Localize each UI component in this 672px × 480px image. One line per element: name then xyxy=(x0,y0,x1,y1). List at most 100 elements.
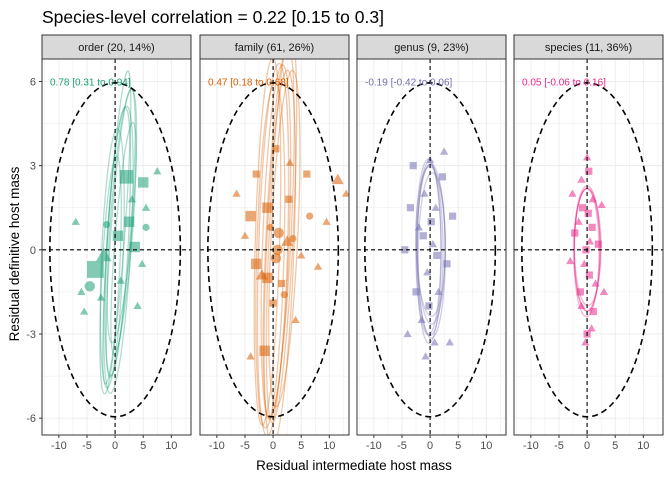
data-point-square xyxy=(262,202,273,213)
data-point-square xyxy=(401,246,409,254)
data-point-triangle xyxy=(414,223,423,231)
data-point-square xyxy=(262,272,273,284)
data-point-circle xyxy=(289,234,297,243)
data-point-triangle xyxy=(417,315,426,324)
data-point-square xyxy=(589,307,597,316)
posterior-ellipse xyxy=(106,88,138,344)
panel-grid xyxy=(200,59,349,435)
x-tick-label: 10 xyxy=(637,440,649,452)
x-tick-label: -10 xyxy=(523,440,539,452)
x-tick-label: -5 xyxy=(82,440,92,452)
posterior-ellipse xyxy=(256,62,290,435)
posterior-ellipse xyxy=(416,163,446,325)
data-point-triangle xyxy=(342,189,349,197)
data-point-triangle xyxy=(71,217,80,225)
facet-strip-label: family (61, 26%) xyxy=(235,42,314,54)
posterior-ellipse xyxy=(263,69,297,435)
panel-plot-area xyxy=(514,59,663,435)
data-point-square xyxy=(406,204,415,212)
data-point-square xyxy=(285,195,293,203)
data-point-triangle xyxy=(582,153,592,161)
data-point-square xyxy=(412,288,420,296)
x-tick-label: -10 xyxy=(366,440,382,452)
data-point-triangle xyxy=(137,259,147,267)
data-point-triangle xyxy=(281,235,294,246)
x-tick-label: -5 xyxy=(554,440,564,452)
data-point-triangle xyxy=(133,301,142,310)
null-ellipse xyxy=(207,82,340,418)
panel-border xyxy=(41,58,192,436)
posterior-ellipse xyxy=(573,187,600,318)
posterior-ellipse xyxy=(415,165,446,317)
panel-border xyxy=(199,58,350,436)
data-point-circle xyxy=(273,227,284,239)
data-point-square xyxy=(448,212,457,220)
data-point-square xyxy=(138,177,149,188)
data-point-triangle xyxy=(591,279,600,287)
facet-panel-2: family (61, 26%) 0.47 [0.18 to 0.68] -10 -5… xyxy=(199,34,350,452)
facet-strip xyxy=(41,34,192,60)
data-point-triangle xyxy=(428,240,438,248)
y-tick-label: 0 xyxy=(30,245,36,257)
data-point-triangle xyxy=(430,338,439,346)
facet-panel-3: genus (9, 23%) -0.19 [-0.42 to 0.06] -10 -5… xyxy=(356,34,507,452)
data-point-triangle xyxy=(80,307,89,315)
data-point-circle xyxy=(103,220,111,229)
correlation-annotation: 0.78 [0.31 to 0.94] xyxy=(50,77,131,88)
x-tick-label: 10 xyxy=(165,440,177,452)
x-axis-title: Residual intermediate host mass xyxy=(256,458,452,473)
data-point-triangle xyxy=(232,189,241,197)
x-tick-label: 5 xyxy=(298,440,304,452)
data-point-triangle xyxy=(597,200,606,209)
data-point-square xyxy=(245,210,256,222)
data-point-square xyxy=(585,271,593,279)
data-point-square xyxy=(87,261,104,278)
posterior-ellipse xyxy=(260,64,292,419)
x-tick-label: 5 xyxy=(455,440,461,452)
posterior-ellipse xyxy=(110,121,137,356)
data-point-square xyxy=(277,279,286,288)
panel-plot-area xyxy=(42,59,191,435)
data-point-triangle xyxy=(127,195,137,203)
y-tick-label: -3 xyxy=(26,329,36,341)
data-point-circle xyxy=(142,223,150,231)
data-point-square xyxy=(303,170,311,178)
null-ellipse xyxy=(521,82,654,418)
data-point-triangle xyxy=(599,287,609,296)
x-tick-label: 10 xyxy=(323,440,335,452)
data-point-triangle xyxy=(313,262,323,270)
null-ellipse xyxy=(49,82,182,418)
posterior-ellipse xyxy=(268,69,301,408)
data-point-square xyxy=(272,145,280,153)
data-point-square xyxy=(443,260,451,268)
data-point-triangle xyxy=(77,287,86,296)
data-point-triangle xyxy=(588,195,597,203)
data-point-square xyxy=(252,170,260,178)
x-tick-label: 5 xyxy=(140,440,146,452)
data-point-triangle xyxy=(431,203,440,211)
data-point-square xyxy=(409,162,417,170)
data-point-square xyxy=(419,232,427,240)
data-point-triangle xyxy=(240,231,250,239)
data-point-square xyxy=(571,229,579,237)
posterior-ellipse xyxy=(262,59,295,420)
x-tick-label: -5 xyxy=(397,440,407,452)
correlation-annotation: 0.47 [0.18 to 0.68] xyxy=(208,77,289,88)
y-tick-label: 6 xyxy=(30,76,36,88)
data-point-triangle xyxy=(445,338,454,346)
data-point-circle xyxy=(266,223,274,231)
data-point-square xyxy=(576,288,584,296)
data-point-triangle xyxy=(421,352,430,360)
data-point-triangle xyxy=(587,324,596,332)
data-point-circle xyxy=(84,281,95,292)
facet-strip-label: order (20, 14%) xyxy=(78,42,154,54)
y-axis: -6 -3 0 3 6 xyxy=(26,76,42,425)
panel-background xyxy=(42,59,191,435)
data-point-triangle xyxy=(581,338,590,346)
facet-strip xyxy=(513,34,664,60)
data-point-triangle xyxy=(297,251,306,259)
facet-strip-label: species (11, 36%) xyxy=(545,42,632,54)
data-point-triangle xyxy=(116,276,125,284)
correlation-annotation: 0.05 [-0.06 to 0.16] xyxy=(522,77,606,88)
